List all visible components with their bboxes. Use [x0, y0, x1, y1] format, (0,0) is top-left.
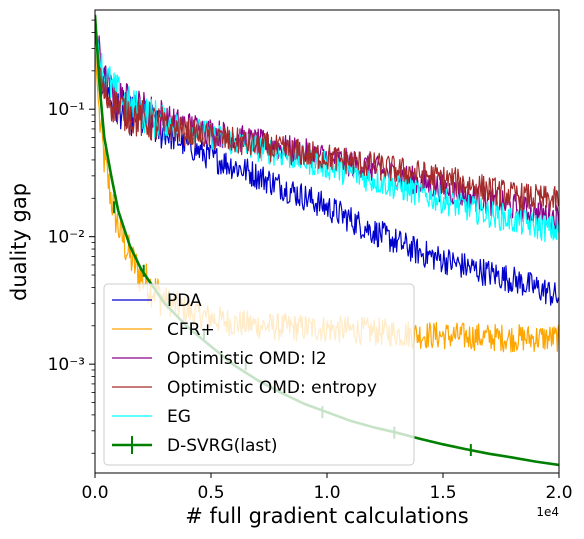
y-tick-label: 10⁻¹ [48, 100, 85, 120]
x-tick-label: 1.5 [429, 483, 456, 503]
legend-entry-optimistic-omd-entropy: Optimistic OMD: entropy [112, 378, 377, 398]
legend-label: Optimistic OMD: entropy [167, 378, 377, 398]
x-tick-label: 0.5 [197, 483, 224, 503]
legend-box [103, 283, 415, 466]
legend-entry-cfr: CFR+ [112, 320, 215, 340]
x-tick-label: 1.0 [313, 483, 340, 503]
x-axis-ticks: 0.0 0.5 1.0 1.5 2.0 [81, 473, 573, 503]
x-axis-label: # full gradient calculations [185, 504, 468, 528]
x-tick-label: 0.0 [81, 483, 108, 503]
x-axis-offset-label: 1e4 [536, 505, 559, 519]
y-axis-ticks: 10⁻³ 10⁻² 10⁻¹ [48, 19, 95, 454]
legend-label: PDA [167, 291, 202, 311]
legend-entry-eg: EG [112, 407, 191, 427]
legend-entry-pda: PDA [112, 291, 202, 311]
legend-label: Optimistic OMD: l2 [167, 349, 327, 369]
legend-entry-optimistic-omd-l2: Optimistic OMD: l2 [112, 349, 327, 369]
legend-label: EG [167, 407, 191, 427]
legend: PDA CFR+ Optimistic OMD: l2 Optimistic OMD:… [103, 283, 415, 466]
y-tick-label: 10⁻³ [48, 355, 85, 375]
y-tick-label: 10⁻² [48, 228, 85, 248]
x-tick-label: 2.0 [545, 483, 572, 503]
legend-label: D-SVRG(last) [167, 436, 278, 456]
y-axis-label: duality gap [7, 183, 31, 301]
legend-label: CFR+ [167, 320, 215, 340]
series-line-optimistic-omd-entropy [95, 32, 559, 213]
legend-entry-d-svrg-last: D-SVRG(last) [112, 436, 278, 456]
